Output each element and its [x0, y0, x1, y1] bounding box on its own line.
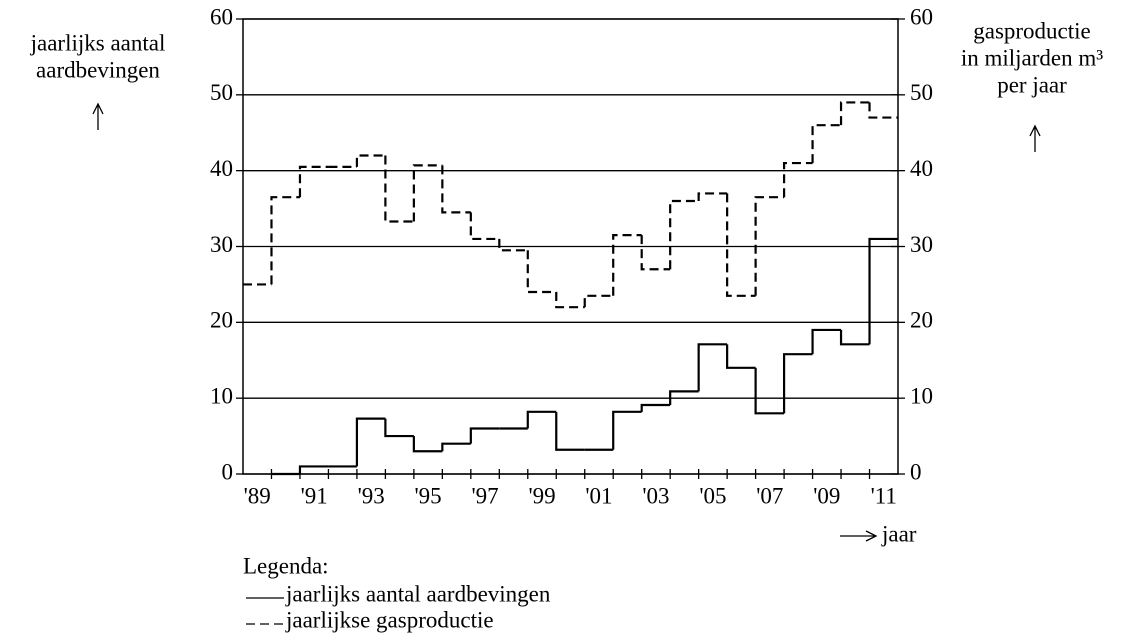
step-segment	[412, 436, 443, 453]
step-segment	[441, 165, 471, 214]
step-segment	[355, 154, 386, 167]
step-segment	[298, 465, 329, 474]
y-tick-label: 50	[210, 80, 233, 105]
y-tick-label: 20	[210, 308, 233, 333]
y2-axis-label: in miljarden m³	[961, 45, 1103, 70]
y2-axis-label: per jaar	[997, 72, 1067, 97]
step-segment	[441, 442, 471, 452]
y2-tick-label: 60	[910, 4, 933, 29]
step-segment	[754, 367, 785, 415]
step-segment	[811, 124, 842, 164]
arrow	[1029, 124, 1041, 152]
step-segment	[640, 403, 671, 412]
y2-tick-label: 50	[910, 80, 933, 105]
step-segment	[754, 196, 785, 296]
step-segment	[555, 292, 585, 309]
y2-tick-label: 40	[910, 156, 933, 181]
step-segment	[612, 234, 642, 296]
step-segment	[839, 101, 870, 126]
x-tick-label: '07	[756, 483, 783, 508]
x-tick-label: '05	[699, 483, 726, 508]
x-tick-label: '89	[244, 483, 271, 508]
y-tick-label: 0	[222, 459, 234, 484]
x-tick-label: '03	[642, 483, 669, 508]
y2-axis-label: gasproductie	[973, 18, 1091, 43]
step-segment	[640, 235, 671, 271]
x-tick-label: '01	[585, 483, 612, 508]
step-segment	[498, 238, 528, 252]
step-segment	[469, 212, 500, 241]
arrow	[840, 530, 878, 542]
step-segment	[384, 155, 414, 223]
step-segment	[726, 193, 756, 297]
legend-title: Legenda:	[243, 553, 329, 578]
y2-tick-label: 10	[910, 383, 933, 408]
step-segment	[412, 164, 443, 222]
step-segment	[612, 410, 642, 450]
step-segment	[298, 165, 329, 198]
arrow	[92, 102, 104, 130]
y-axis-label: aardbevingen	[36, 57, 160, 82]
y-tick-label: 10	[210, 383, 233, 408]
x-tick-label: '93	[358, 483, 385, 508]
step-segment	[526, 410, 557, 429]
y-tick-label: 40	[210, 156, 233, 181]
step-segment	[270, 196, 300, 285]
legend-label: jaarlijkse gasproductie	[285, 607, 494, 632]
step-segment	[697, 343, 728, 392]
step-segment	[355, 417, 386, 467]
x-tick-label: '11	[871, 483, 897, 508]
x-axis-label: jaar	[881, 521, 917, 546]
y-tick-label: 60	[210, 4, 233, 29]
y2-tick-label: 0	[910, 459, 922, 484]
x-tick-label: '95	[415, 483, 442, 508]
step-segment	[384, 418, 414, 438]
x-tick-label: '97	[471, 483, 498, 508]
step-segment	[469, 427, 500, 444]
step-segment	[697, 192, 728, 201]
x-tick-label: '91	[301, 483, 328, 508]
step-segment	[782, 161, 813, 198]
step-segment	[811, 328, 842, 355]
y-axis-label: jaarlijks aantal	[30, 30, 166, 55]
step-segment	[782, 353, 813, 414]
step-segment	[669, 390, 699, 405]
step-segment	[555, 411, 585, 451]
x-tick-label: '09	[813, 483, 840, 508]
y2-tick-label: 30	[910, 232, 933, 257]
step-segment	[583, 294, 614, 308]
step-segment	[526, 250, 557, 294]
step-segment	[669, 199, 699, 270]
x-tick-label: '99	[528, 483, 555, 508]
y2-tick-label: 20	[910, 308, 933, 333]
y-tick-label: 30	[210, 232, 233, 257]
step-segment	[726, 344, 756, 369]
legend-label: jaarlijks aantal aardbevingen	[285, 581, 551, 606]
step-segment	[868, 102, 898, 119]
step-segment	[839, 329, 870, 346]
step-segment	[868, 237, 898, 345]
